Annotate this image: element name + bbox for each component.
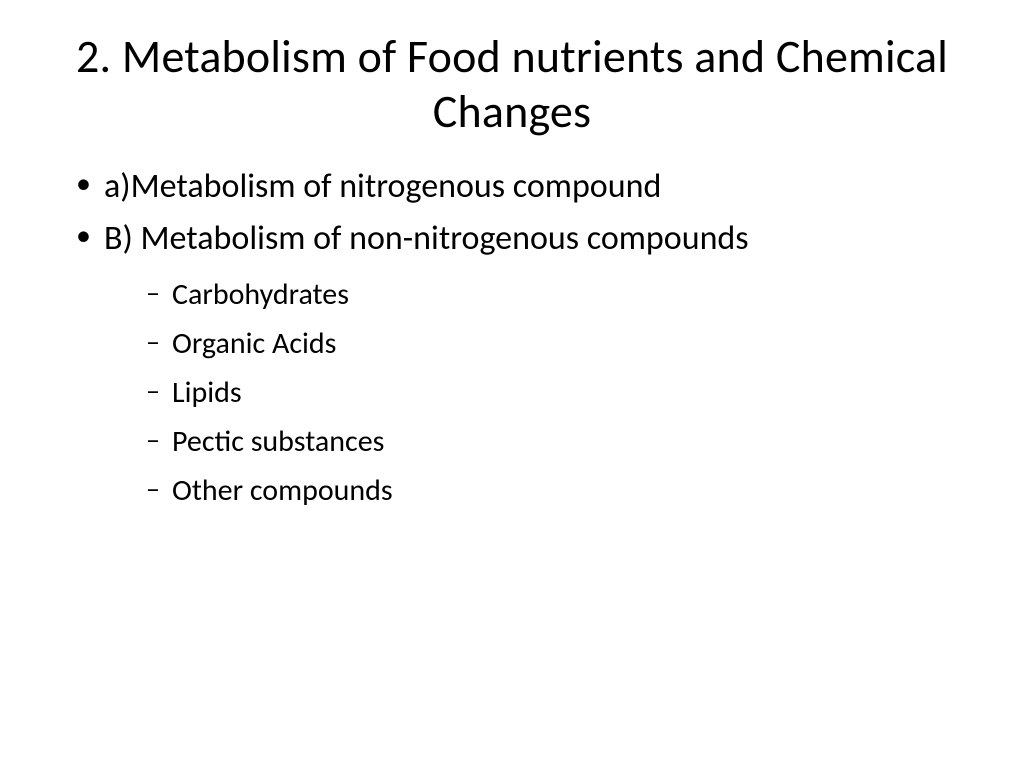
- list-item: Other compounds: [142, 468, 964, 513]
- bullet-text: Pectic substances: [172, 423, 384, 460]
- list-item: Carbohydrates: [142, 272, 964, 317]
- slide-title: 2. Metabolism of Food nutrients and Chem…: [60, 30, 964, 140]
- bullet-list-level1: a)Metabolism of nitrogenous compound B) …: [68, 164, 964, 513]
- slide-content: a)Metabolism of nitrogenous compound B) …: [60, 164, 964, 513]
- bullet-text: a)Metabolism of nitrogenous compound: [104, 166, 661, 207]
- list-item: Lipids: [142, 370, 964, 415]
- bullet-text: Carbohydrates: [172, 276, 349, 313]
- bullet-text: Organic Acids: [172, 325, 336, 362]
- list-item: Pectic substances: [142, 419, 964, 464]
- bullet-text: Other compounds: [172, 472, 393, 509]
- slide: 2. Metabolism of Food nutrients and Chem…: [0, 0, 1024, 768]
- bullet-text: B) Metabolism of non-nitrogenous compoun…: [104, 218, 749, 259]
- list-item: B) Metabolism of non-nitrogenous compoun…: [68, 216, 964, 513]
- list-item: a)Metabolism of nitrogenous compound: [68, 164, 964, 210]
- list-item: Organic Acids: [142, 321, 964, 366]
- bullet-list-level2: Carbohydrates Organic Acids Lipids Pecti…: [104, 272, 964, 513]
- bullet-text: Lipids: [172, 374, 242, 411]
